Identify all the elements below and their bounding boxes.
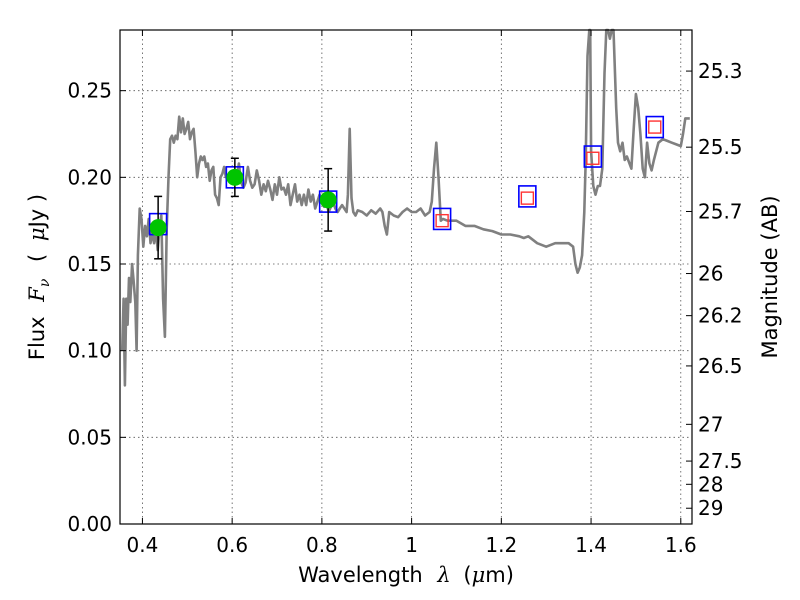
y-tick-label: 0.00 [67, 512, 112, 536]
y-tick-label: 0.25 [67, 79, 112, 103]
predicted-magnitude-marker [520, 191, 535, 205]
magnitude-tick-label: 25.7 [698, 199, 743, 223]
data-layer [120, 28, 690, 387]
observed-flux-point [319, 191, 337, 209]
magnitude-tick-label: 27.5 [698, 449, 743, 473]
x-tick-label: 0.4 [127, 533, 159, 557]
magnitude-tick-label: 26 [698, 262, 723, 286]
plot-frame [119, 29, 693, 525]
x-tick-label: 1.2 [485, 533, 517, 557]
y-axis-label: Flux Fν ( μJy ) [25, 194, 54, 360]
observed-flux-point [226, 168, 244, 186]
spectrum-line [120, 28, 690, 387]
magnitude-tick-label: 26.5 [698, 354, 743, 378]
magnitude-axis-label: Magnitude (AB) [758, 195, 782, 358]
tick-layer: 0.4 0.6 0.8 1 1.2 1.4 1.6 0.00 0.05 0.10 0.15 0.20 0… [67, 30, 743, 557]
magnitude-tick-label: 28 [698, 472, 723, 496]
y-tick-label: 0.20 [67, 165, 112, 189]
y-tick-label: 0.05 [67, 425, 112, 449]
grid-layer [120, 30, 692, 524]
x-axis-label: Wavelength λ (μm) [298, 563, 514, 587]
magnitude-tick-label: 26.2 [698, 304, 743, 328]
predicted-magnitude-marker [586, 151, 600, 165]
magnitude-tick-label: 25.3 [698, 59, 743, 83]
x-tick-label: 1.6 [665, 533, 697, 557]
x-tick-label: 1 [405, 533, 418, 557]
predicted-magnitude-marker [648, 120, 662, 134]
magnitude-tick-label: 29 [698, 496, 723, 520]
magnitude-tick-label: 25.5 [698, 135, 743, 159]
y-tick-label: 0.10 [67, 339, 112, 363]
x-tick-label: 0.8 [306, 533, 338, 557]
x-tick-label: 0.6 [216, 533, 248, 557]
observed-flux-point [149, 219, 167, 237]
y-tick-label: 0.15 [67, 252, 112, 276]
model-photometry-marker [645, 115, 665, 139]
model-photometry-marker [518, 185, 537, 208]
magnitude-tick-label: 27 [698, 412, 723, 436]
predicted-magnitude-marker [435, 213, 449, 228]
model-photometry-marker [432, 207, 452, 231]
model-photometry-marker [583, 145, 603, 168]
x-tick-label: 1.4 [575, 533, 607, 557]
